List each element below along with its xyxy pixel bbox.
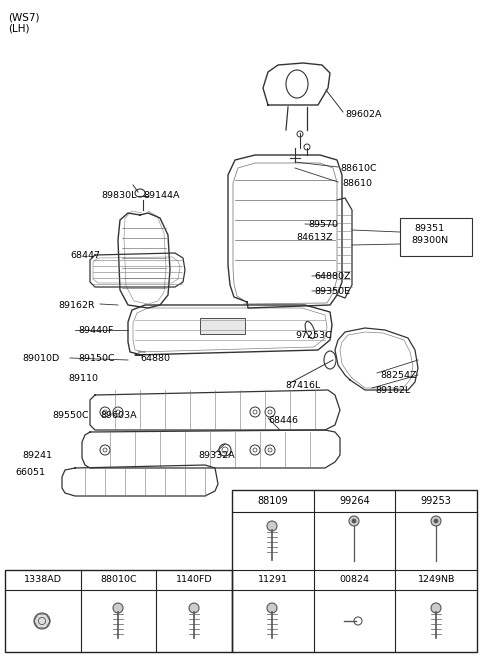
- Text: 89570: 89570: [308, 220, 338, 229]
- Text: 1338AD: 1338AD: [24, 575, 62, 584]
- Text: 88010C: 88010C: [100, 575, 137, 584]
- Circle shape: [267, 603, 277, 613]
- Text: 89162L: 89162L: [375, 386, 410, 395]
- Circle shape: [434, 519, 438, 523]
- Text: 89110: 89110: [68, 374, 98, 383]
- Bar: [232, 490, 477, 652]
- Text: 1140FD: 1140FD: [176, 575, 213, 584]
- Text: 11291: 11291: [258, 575, 288, 584]
- Bar: [400, 218, 472, 256]
- Text: 64880Z: 64880Z: [314, 272, 350, 281]
- Circle shape: [431, 516, 441, 526]
- Text: 89603A: 89603A: [100, 411, 137, 420]
- Text: 66051: 66051: [15, 468, 45, 477]
- Circle shape: [34, 613, 50, 629]
- Text: 89602A: 89602A: [345, 110, 382, 119]
- Text: 88254Z: 88254Z: [380, 371, 417, 380]
- Text: 88109: 88109: [258, 496, 288, 506]
- Text: 89162R: 89162R: [58, 301, 95, 310]
- Circle shape: [189, 603, 199, 613]
- Text: 89350E: 89350E: [314, 287, 350, 296]
- Text: 84613Z: 84613Z: [296, 233, 333, 242]
- Text: 99253: 99253: [421, 496, 452, 506]
- Text: 89332A: 89332A: [198, 451, 235, 460]
- Text: 97253C: 97253C: [295, 331, 332, 340]
- Circle shape: [267, 521, 277, 531]
- Text: 89150C: 89150C: [78, 354, 115, 363]
- Text: 87416L: 87416L: [285, 381, 320, 390]
- Text: 68446: 68446: [268, 416, 298, 425]
- Bar: [200, 318, 245, 334]
- Text: 89440F: 89440F: [78, 326, 113, 335]
- Text: 99264: 99264: [339, 496, 370, 506]
- Text: 89010D: 89010D: [22, 354, 59, 363]
- Circle shape: [113, 603, 123, 613]
- Text: 00824: 00824: [339, 575, 370, 584]
- Text: 89550C: 89550C: [52, 411, 89, 420]
- Text: 89300N: 89300N: [411, 236, 448, 245]
- Text: 89144A: 89144A: [143, 191, 180, 200]
- Text: 89830L: 89830L: [101, 191, 136, 200]
- Text: 88610C: 88610C: [340, 164, 377, 173]
- Circle shape: [431, 603, 441, 613]
- Circle shape: [352, 519, 356, 523]
- Text: 1249NB: 1249NB: [418, 575, 455, 584]
- Text: 64880: 64880: [140, 354, 170, 363]
- Bar: [5, 570, 232, 652]
- Text: (WS7)
(LH): (WS7) (LH): [8, 12, 39, 33]
- Text: 88610: 88610: [342, 179, 372, 188]
- Circle shape: [349, 516, 359, 526]
- Text: 89241: 89241: [22, 451, 52, 460]
- Text: 68447: 68447: [70, 251, 100, 260]
- Text: 89351: 89351: [414, 224, 444, 233]
